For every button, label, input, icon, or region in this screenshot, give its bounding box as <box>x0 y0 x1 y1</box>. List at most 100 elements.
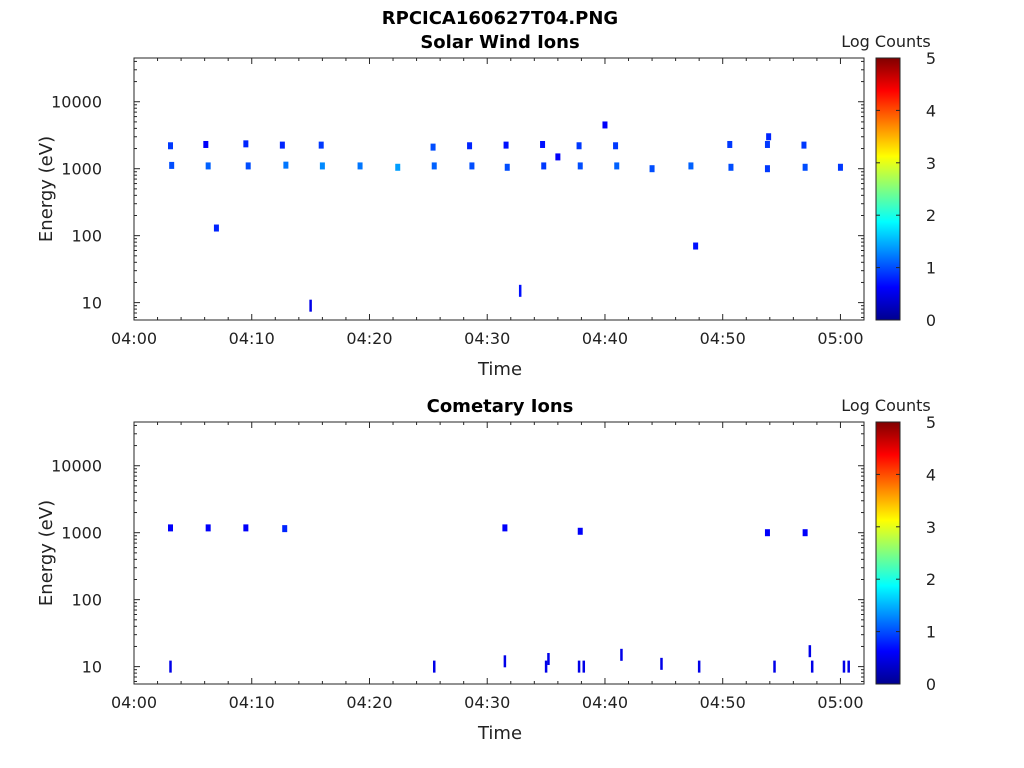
panel-1-x-ticks: 04:00 04:10 04:20 04:30 04:40 04:50 05:00 <box>111 58 864 348</box>
heatmap-cell <box>518 284 522 297</box>
x-tick-label: 04:50 <box>700 693 746 712</box>
heatmap-cell <box>279 141 285 149</box>
heatmap-cell <box>620 648 623 661</box>
heatmap-cell <box>243 140 249 148</box>
heatmap-cell <box>764 140 770 148</box>
panel-2-x-axis-label: Time <box>477 723 522 744</box>
heatmap-cell <box>547 652 550 665</box>
heatmap-cell <box>431 162 437 170</box>
heatmap-cell <box>802 529 808 537</box>
panel-1-title: Solar Wind Ions <box>420 32 579 53</box>
y-tick-label: 100 <box>71 591 102 610</box>
panel-1-colorbar-ticks: 0 1 2 3 4 5 <box>876 49 936 330</box>
heatmap-cell <box>693 242 699 250</box>
heatmap-cell <box>697 660 701 673</box>
heatmap-cell <box>502 524 508 532</box>
colorbar-tick-label: 5 <box>926 413 936 432</box>
heatmap-cell <box>169 161 175 169</box>
heatmap-cell <box>766 133 772 141</box>
panel-2-colorbar-label: Log Counts <box>841 396 931 415</box>
panel-2-plot-area: 04:00 04:10 04:20 04:30 04:40 04:50 05:00 1010… <box>51 421 865 712</box>
panel-1-plot-frame <box>133 57 865 321</box>
x-tick-label: 04:30 <box>464 329 510 348</box>
heatmap-cell <box>395 163 401 171</box>
heatmap-cell <box>168 142 173 150</box>
panel-1-colorbar-label: Log Counts <box>841 32 931 51</box>
panel-2-colorbar-gradient <box>875 421 901 685</box>
heatmap-cell <box>282 525 288 533</box>
heatmap-cell <box>810 660 814 673</box>
colorbar-tick-label: 2 <box>926 570 936 589</box>
heatmap-cell <box>577 527 583 535</box>
heatmap-cell <box>430 143 436 151</box>
heatmap-cell <box>168 524 173 532</box>
heatmap-cell <box>842 660 846 673</box>
panel-2-colorbar-ticks: 0 1 2 3 4 5 <box>876 413 936 694</box>
colorbar-tick-label: 4 <box>926 465 936 484</box>
heatmap-cell <box>357 162 363 170</box>
panel-1-colorbar: Log Counts 0 1 2 3 4 5 <box>841 32 936 330</box>
y-tick-label: 100 <box>71 227 102 246</box>
heatmap-cell <box>203 140 209 148</box>
heatmap-cell <box>540 140 546 148</box>
figure-title: RPCICA160627T04.PNG <box>382 8 618 29</box>
x-tick-label: 05:00 <box>817 693 863 712</box>
y-tick-label: 10 <box>82 658 102 677</box>
heatmap-cell <box>541 162 547 170</box>
x-tick-label: 04:40 <box>582 329 628 348</box>
heatmap-cell <box>309 299 312 312</box>
panel-1-y-ticks: 10 100 1000 10000 <box>51 60 864 318</box>
heatmap-cell <box>205 524 211 532</box>
heatmap-cell <box>555 153 561 161</box>
y-tick-label: 10000 <box>51 93 102 112</box>
heatmap-cell <box>504 163 510 171</box>
y-tick-label: 10000 <box>51 457 102 476</box>
heatmap-cell <box>688 162 694 170</box>
colorbar-tick-label: 3 <box>926 518 936 537</box>
heatmap-cell <box>205 162 211 170</box>
heatmap-cell <box>577 660 581 673</box>
heatmap-cell <box>773 660 776 673</box>
heatmap-cell <box>727 140 733 148</box>
x-tick-label: 04:30 <box>464 693 510 712</box>
heatmap-cell <box>319 162 325 170</box>
x-tick-label: 04:00 <box>111 329 157 348</box>
heatmap-cell <box>837 163 843 171</box>
panel-1-colorbar-gradient <box>875 57 901 321</box>
x-tick-label: 04:10 <box>229 693 275 712</box>
heatmap-cell <box>808 645 812 658</box>
panel-2-title: Cometary Ions <box>427 396 574 417</box>
heatmap-cell <box>764 529 770 537</box>
y-tick-label: 1000 <box>61 524 102 543</box>
heatmap-cell <box>801 141 807 149</box>
heatmap-cell <box>728 163 734 171</box>
heatmap-cell <box>283 161 289 169</box>
heatmap-cell <box>243 524 249 532</box>
colorbar-tick-label: 0 <box>926 311 936 330</box>
colorbar-tick-label: 2 <box>926 206 936 225</box>
colorbar-tick-label: 1 <box>926 259 936 278</box>
heatmap-cell <box>469 162 475 170</box>
heatmap-cell <box>318 141 324 149</box>
heatmap-cell <box>503 141 509 149</box>
heatmap-cell <box>660 657 663 670</box>
heatmap-cell <box>432 660 436 673</box>
panel-cometary: Cometary Ions 04:00 04:10 04:20 04:30 04:40 0… <box>36 396 936 744</box>
heatmap-cell <box>614 162 620 170</box>
heatmap-cell <box>577 162 583 170</box>
panel-1-plot-area: 04:00 04:10 04:20 04:30 04:40 04:50 05:00 1010… <box>51 57 865 348</box>
panel-2-x-ticks: 04:00 04:10 04:20 04:30 04:40 04:50 05:00 <box>111 422 864 712</box>
panel-1-y-axis-label: Energy (eV) <box>36 136 57 242</box>
y-tick-label: 10 <box>82 294 102 313</box>
heatmap-cell <box>582 660 586 673</box>
heatmap-cell <box>467 142 473 150</box>
colorbar-tick-label: 1 <box>926 623 936 642</box>
panel-2-colorbar: Log Counts 0 1 2 3 4 5 <box>841 396 936 694</box>
panel-1-events <box>168 121 843 312</box>
heatmap-cell <box>169 660 172 673</box>
x-tick-label: 04:20 <box>346 329 392 348</box>
x-tick-label: 04:20 <box>346 693 392 712</box>
panel-2-events <box>168 524 850 673</box>
panel-2-plot-frame <box>133 421 865 685</box>
x-tick-label: 05:00 <box>817 329 863 348</box>
